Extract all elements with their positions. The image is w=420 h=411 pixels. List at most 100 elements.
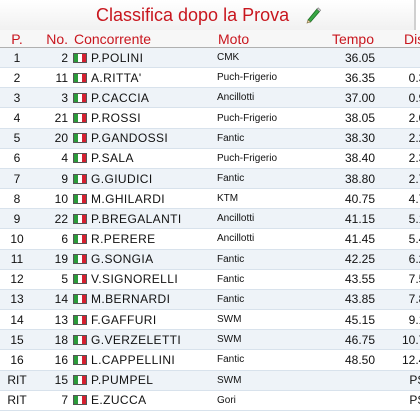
gap-cell: 7.50: [378, 269, 420, 290]
pencil-icon[interactable]: [304, 6, 322, 24]
bib-number-cell: 19: [34, 249, 70, 270]
column-header-moto[interactable]: Moto: [214, 30, 320, 48]
rider-cell: G.SONGIA: [70, 249, 214, 270]
bib-number-cell: 22: [34, 208, 70, 230]
moto-cell: Fantic: [214, 168, 320, 190]
rider-cell: V.SIGNORELLI: [70, 269, 214, 290]
time-cell: 41.45: [320, 228, 378, 250]
column-header-number[interactable]: No.: [34, 30, 70, 48]
italy-flag-icon: [73, 294, 87, 305]
bib-number-cell: 10: [34, 188, 70, 210]
position-cell: 14: [0, 309, 34, 331]
rider-cell: M.BERNARDI: [70, 289, 214, 311]
rider-name[interactable]: L.CAPPELLINI: [91, 352, 176, 367]
position-cell: 15: [0, 329, 34, 351]
bib-number-cell: 6: [34, 228, 70, 250]
rider-name[interactable]: P.SALA: [91, 151, 134, 166]
position-cell: 9: [0, 208, 34, 230]
moto-cell: CMK: [214, 47, 320, 69]
rider-name[interactable]: P.GANDOSSI: [91, 131, 169, 146]
gap-cell: 7.80: [378, 289, 420, 311]
rider-name[interactable]: M.GHILARDI: [91, 191, 166, 206]
rider-cell: P.GANDOSSI: [70, 128, 214, 149]
rider-name[interactable]: P.CACCIA: [91, 90, 150, 105]
moto-cell: Fantic: [214, 349, 320, 371]
gap-cell: PS1: [378, 390, 420, 411]
rider-cell: R.PERERE: [70, 228, 214, 250]
italy-flag-icon: [73, 274, 87, 285]
rider-cell: P.BREGALANTI: [70, 208, 214, 230]
rider-name[interactable]: P.ROSSI: [91, 111, 141, 126]
position-cell: 12: [0, 269, 34, 290]
moto-cell: SWM: [214, 329, 320, 351]
moto-cell: Fantic: [214, 269, 320, 290]
italy-flag-icon: [73, 334, 87, 345]
rider-name[interactable]: E.ZUCCA: [91, 393, 147, 408]
time-cell: 36.35: [320, 67, 378, 89]
italy-flag-icon: [73, 153, 87, 164]
italy-flag-icon: [73, 233, 87, 244]
rider-cell: P.ROSSI: [70, 107, 214, 129]
rider-name[interactable]: P.BREGALANTI: [91, 211, 182, 226]
position-cell: 16: [0, 349, 34, 371]
rider-name[interactable]: P.POLINI: [91, 50, 144, 65]
rider-name[interactable]: P.PUMPEL: [91, 373, 154, 388]
rider-cell: G.VERZELETTI: [70, 329, 214, 351]
rider-name[interactable]: F.GAFFURI: [91, 312, 157, 327]
rider-name[interactable]: M.BERNARDI: [91, 292, 171, 307]
rider-cell: E.ZUCCA: [70, 390, 214, 411]
gap-cell: 2.75: [378, 168, 420, 190]
gap-cell: 9.10: [378, 309, 420, 331]
time-cell: 38.30: [320, 128, 378, 149]
title-bar: Classifica dopo la Prova: [0, 0, 414, 30]
rider-cell: M.GHILARDI: [70, 188, 214, 210]
position-cell: RIT: [0, 390, 34, 411]
position-cell: RIT: [0, 370, 34, 391]
position-cell: 6: [0, 148, 34, 169]
gap-cell: 10.70: [378, 329, 420, 351]
gap-cell: 12.45: [378, 349, 420, 371]
table-row[interactable]: 1 2 P.POLINI CMK 36.05: [0, 47, 420, 69]
column-header-position[interactable]: P.: [0, 30, 34, 48]
moto-cell: KTM: [214, 188, 320, 210]
time-cell: 37.00: [320, 87, 378, 109]
rider-name[interactable]: G.VERZELETTI: [91, 332, 182, 347]
bib-number-cell: 9: [34, 168, 70, 190]
bib-number-cell: 5: [34, 269, 70, 290]
bib-number-cell: 18: [34, 329, 70, 351]
column-header-gap[interactable]: Dist.: [378, 30, 420, 48]
rider-name[interactable]: V.SIGNORELLI: [91, 272, 179, 287]
moto-cell: Ancillotti: [214, 208, 320, 230]
rider-name[interactable]: R.PERERE: [91, 231, 156, 246]
italy-flag-icon: [73, 173, 87, 184]
rider-name[interactable]: A.RITTA': [91, 70, 142, 85]
time-cell: 38.40: [320, 148, 378, 169]
rider-name[interactable]: G.SONGIA: [91, 252, 154, 267]
rider-name[interactable]: G.GIUDICI: [91, 171, 153, 186]
moto-cell: Puch-Frigerio: [214, 67, 320, 89]
gap-cell: 5.10: [378, 208, 420, 230]
gap-cell: [378, 47, 420, 69]
column-header-rider[interactable]: Concorrente: [70, 30, 214, 48]
bib-number-cell: 16: [34, 349, 70, 371]
column-header-time[interactable]: Tempo: [320, 30, 378, 48]
moto-cell: SWM: [214, 370, 320, 391]
italy-flag-icon: [73, 52, 87, 63]
